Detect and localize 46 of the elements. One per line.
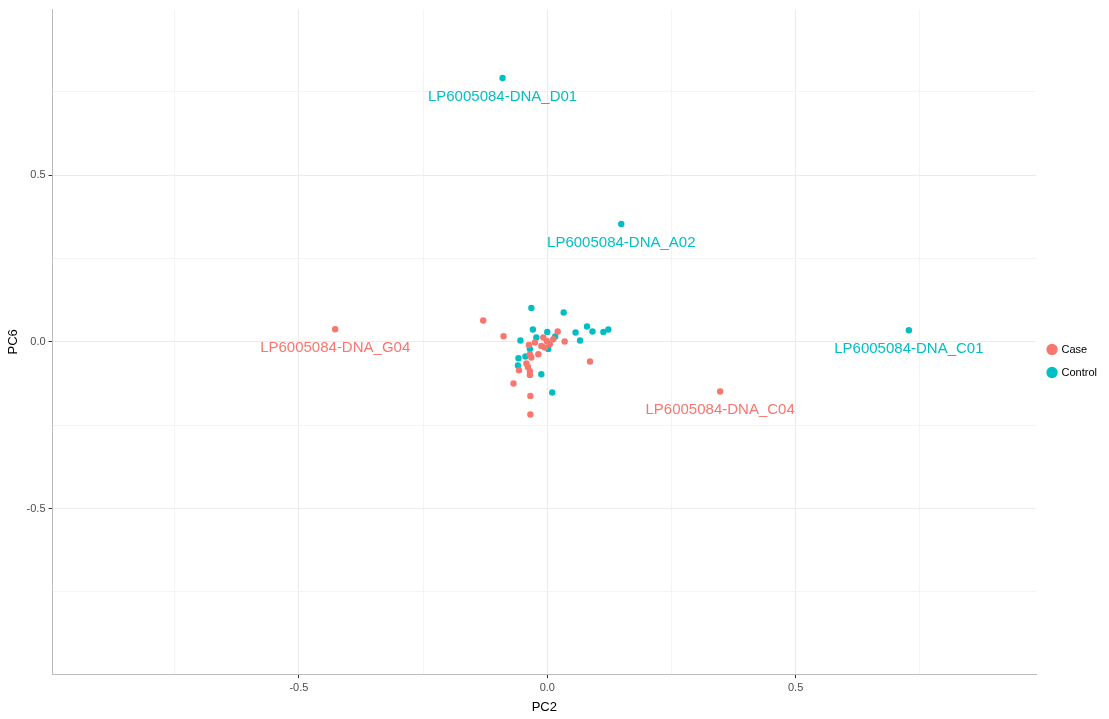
x-tick-label: 0.0: [539, 680, 555, 693]
point: [529, 326, 537, 333]
annotation: LP6005084-DNA_C01: [834, 338, 984, 356]
point: [554, 328, 561, 335]
annotation: LP6005084-DNA_C04: [645, 400, 795, 418]
annotation: LP6005084-DNA_A02: [547, 232, 696, 250]
y-axis-title: PC6: [5, 329, 21, 355]
point: [480, 317, 487, 324]
point: [586, 358, 594, 365]
point: [331, 326, 339, 333]
point: [561, 338, 568, 345]
y-tick-label: -0.5: [26, 501, 46, 514]
y-tick-label: 0.0: [30, 334, 46, 347]
point: [527, 411, 534, 418]
x-tick-label: -0.5: [289, 680, 309, 693]
point: [589, 328, 596, 335]
point: [549, 389, 556, 396]
point: [510, 380, 517, 387]
point: [560, 309, 567, 316]
point: [499, 74, 506, 82]
annotation: LP6005084-DNA_G04: [260, 337, 411, 355]
x-tick-label: 0.5: [787, 680, 804, 693]
point: [905, 327, 913, 334]
point: [528, 304, 535, 312]
point: [500, 333, 507, 340]
legend-label: Case: [1061, 342, 1088, 355]
point: [527, 392, 534, 400]
point: [517, 337, 524, 344]
y-tick-label: 0.5: [30, 168, 46, 181]
point: [538, 371, 545, 378]
point: [583, 323, 591, 330]
point: [535, 351, 542, 358]
point: [544, 328, 551, 336]
x-axis-title: PC2: [531, 698, 557, 714]
point: [515, 355, 522, 362]
point: [546, 341, 553, 348]
point: [525, 341, 533, 349]
annotation: LP6005084-DNA_D01: [427, 86, 578, 104]
point: [572, 329, 579, 336]
point: [716, 388, 724, 395]
point: [515, 367, 523, 374]
point: [576, 337, 584, 344]
point: [531, 339, 539, 346]
point: [605, 326, 612, 333]
legend-label: Control: [1061, 365, 1098, 378]
point: [618, 220, 625, 228]
